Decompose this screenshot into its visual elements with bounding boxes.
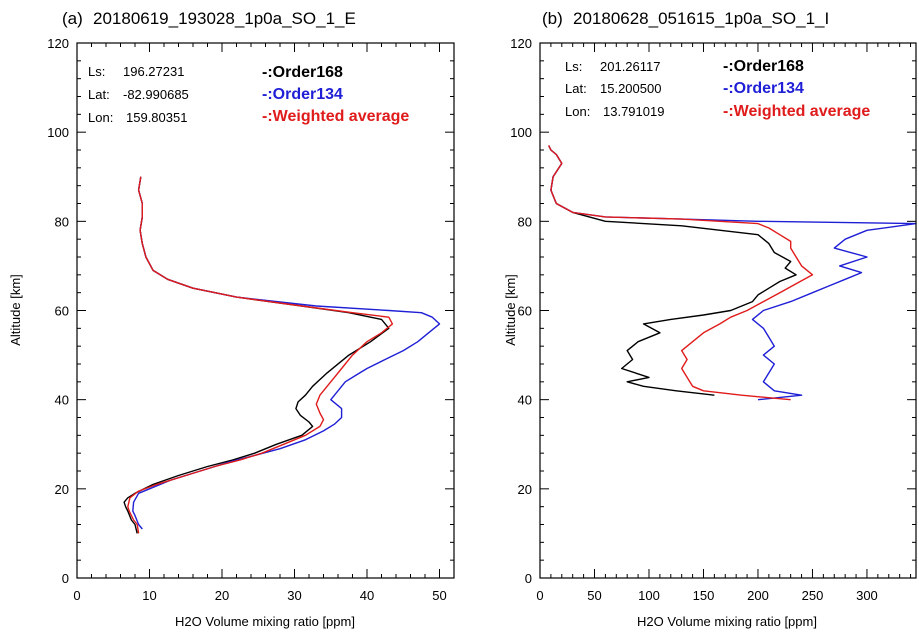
panel-b-x-tick-label: 200 [747, 588, 769, 603]
panel-b-y-tick-label: 120 [510, 36, 532, 51]
panel-b-x-tick-label: 150 [693, 588, 715, 603]
panel-b-x-tick-label: 100 [638, 588, 660, 603]
panel-a-ls-value: 196.27231 [123, 64, 184, 79]
panel-b: (b) 20180628_051615_1p0a_SO_1_I Ls: 201.… [503, 9, 917, 629]
panel-a-lon-value: 159.80351 [126, 110, 187, 125]
panel-b-y-axis-label: Altitude [km] [503, 274, 518, 346]
panel-a: (a) 20180619_193028_1p0a_SO_1_E Ls: 196.… [8, 9, 455, 629]
panel-a-y-tick-label: 20 [55, 482, 69, 497]
panel-a-legend-order134: -:Order134 [262, 86, 343, 103]
panel-a-lon-label: Lon: [88, 110, 113, 125]
panel-a-x-tick-label: 10 [142, 588, 156, 603]
panel-a-x-ticks: 0 10 20 30 40 50 [73, 43, 455, 603]
panel-a-y-tick-label: 0 [62, 571, 69, 586]
panel-b-lon-label: Lon: [565, 104, 590, 119]
panel-b-x-tick-label: 50 [587, 588, 601, 603]
panel-a-x-tick-label: 50 [432, 588, 446, 603]
panel-b-info: Ls: 201.26117 Lat: 15.200500 Lon: 13.791… [565, 59, 664, 119]
panel-b-y-tick-label: 0 [525, 571, 532, 586]
panel-a-series [123, 176, 441, 534]
panel-a-lat-label: Lat: [88, 87, 110, 102]
panel-a-y-ticks: 0 20 40 60 80 100 120 [47, 36, 454, 586]
panel-a-y-tick-label: 120 [47, 36, 69, 51]
panel-b-y-tick-label: 100 [510, 125, 532, 140]
panel-a-ls-label: Ls: [88, 64, 105, 79]
panel-b-series-order168 [548, 145, 797, 396]
panel-b-legend-order168: -:Order168 [723, 58, 804, 75]
panel-b-legend: -:Order168 -:Order134 -:Weighted average [723, 58, 870, 120]
panel-a-x-tick-label: 20 [215, 588, 229, 603]
panel-a-legend: -:Order168 -:Order134 -:Weighted average [262, 64, 409, 125]
panel-b-series-order134 [548, 145, 917, 401]
panel-a-y-tick-label: 60 [55, 304, 69, 319]
panel-b-legend-order134: -:Order134 [723, 80, 804, 97]
panel-b-x-ticks: 0 50 100 150 200 250 300 [536, 43, 912, 603]
panel-b-legend-weighted: -:Weighted average [723, 103, 870, 120]
panel-a-series-order134 [132, 176, 441, 530]
panel-a-x-axis-label: H2O Volume mixing ratio [ppm] [175, 614, 355, 629]
panel-a-x-tick-label: 40 [360, 588, 374, 603]
panel-b-y-tick-label: 40 [518, 393, 532, 408]
panel-a-y-axis-label: Altitude [km] [8, 274, 23, 346]
panel-a-y-tick-label: 100 [47, 125, 69, 140]
panel-b-ls-label: Ls: [565, 59, 582, 74]
panel-a-x-tick-label: 0 [73, 588, 80, 603]
panel-a-legend-order168: -:Order168 [262, 64, 343, 81]
panel-b-label: (b) [542, 9, 563, 28]
panel-a-info: Ls: 196.27231 Lat: -82.990685 Lon: 159.8… [88, 64, 189, 125]
panel-b-lat-value: 15.200500 [600, 81, 661, 96]
panel-a-series-weighted-average [127, 176, 394, 534]
panel-a-lat-value: -82.990685 [123, 87, 189, 102]
panel-a-x-tick-label: 30 [287, 588, 301, 603]
panel-b-ls-value: 201.26117 [600, 59, 661, 74]
panel-b-y-tick-label: 60 [518, 304, 532, 319]
panel-b-title: 20180628_051615_1p0a_SO_1_I [573, 9, 829, 28]
panel-b-series-weighted-average [548, 145, 814, 401]
panel-a-label: (a) [62, 9, 83, 28]
panel-b-x-axis-label: H2O Volume mixing ratio [ppm] [637, 614, 817, 629]
panel-a-series-order168 [123, 176, 390, 534]
panel-b-y-tick-label: 20 [518, 482, 532, 497]
panel-b-x-tick-label: 250 [802, 588, 824, 603]
panel-b-x-tick-label: 300 [856, 588, 878, 603]
panel-b-lat-label: Lat: [565, 81, 587, 96]
panel-b-y-ticks: 0 20 40 60 80 100 120 [510, 36, 916, 586]
panel-b-series [548, 145, 917, 401]
panel-a-title: 20180619_193028_1p0a_SO_1_E [93, 9, 356, 28]
panel-a-legend-weighted: -:Weighted average [262, 108, 409, 125]
panel-a-y-tick-label: 40 [55, 393, 69, 408]
panel-b-x-tick-label: 0 [536, 588, 543, 603]
panel-b-y-tick-label: 80 [518, 214, 532, 229]
panel-b-lon-value: 13.791019 [603, 104, 664, 119]
panel-a-y-tick-label: 80 [55, 214, 69, 229]
